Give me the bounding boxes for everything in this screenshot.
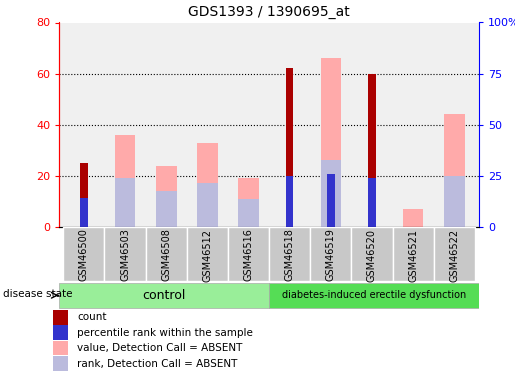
Bar bbox=[286, 176, 294, 227]
Bar bbox=[80, 198, 88, 227]
Bar bbox=[197, 142, 218, 227]
Bar bbox=[238, 199, 259, 227]
Text: GSM46512: GSM46512 bbox=[202, 228, 212, 282]
Bar bbox=[238, 178, 259, 227]
Bar bbox=[53, 340, 68, 356]
Bar bbox=[53, 356, 68, 371]
Text: GSM46520: GSM46520 bbox=[367, 228, 377, 282]
Bar bbox=[187, 227, 228, 281]
Bar bbox=[351, 227, 392, 281]
Text: rank, Detection Call = ABSENT: rank, Detection Call = ABSENT bbox=[77, 358, 237, 369]
Bar bbox=[269, 283, 479, 308]
Bar bbox=[53, 325, 68, 340]
Bar bbox=[197, 183, 218, 227]
Bar bbox=[156, 191, 177, 227]
Bar bbox=[434, 227, 475, 281]
Bar bbox=[63, 227, 105, 281]
Bar bbox=[403, 209, 423, 227]
Bar bbox=[286, 69, 294, 227]
Text: percentile rank within the sample: percentile rank within the sample bbox=[77, 328, 253, 338]
Title: GDS1393 / 1390695_at: GDS1393 / 1390695_at bbox=[188, 5, 350, 19]
Bar bbox=[146, 227, 187, 281]
Text: GSM46500: GSM46500 bbox=[79, 228, 89, 281]
Text: disease state: disease state bbox=[3, 289, 72, 299]
Text: diabetes-induced erectile dysfunction: diabetes-induced erectile dysfunction bbox=[282, 290, 466, 300]
Text: GSM46519: GSM46519 bbox=[326, 228, 336, 281]
Bar bbox=[368, 74, 375, 227]
Bar bbox=[368, 178, 375, 227]
Bar bbox=[327, 174, 335, 227]
Text: GSM46516: GSM46516 bbox=[244, 228, 253, 281]
Text: GSM46518: GSM46518 bbox=[285, 228, 295, 281]
Bar bbox=[105, 227, 146, 281]
Bar bbox=[80, 163, 88, 227]
Bar bbox=[156, 166, 177, 227]
Bar bbox=[310, 227, 351, 281]
Bar bbox=[392, 227, 434, 281]
Text: GSM46521: GSM46521 bbox=[408, 228, 418, 282]
Bar bbox=[53, 310, 68, 324]
Bar bbox=[320, 58, 341, 227]
Bar bbox=[59, 283, 269, 308]
Bar bbox=[269, 227, 310, 281]
Text: control: control bbox=[143, 289, 186, 302]
Text: GSM46508: GSM46508 bbox=[161, 228, 171, 281]
Text: value, Detection Call = ABSENT: value, Detection Call = ABSENT bbox=[77, 343, 242, 353]
Text: count: count bbox=[77, 312, 107, 322]
Bar bbox=[444, 114, 465, 227]
Bar bbox=[228, 227, 269, 281]
Bar bbox=[115, 135, 135, 227]
Bar bbox=[115, 178, 135, 227]
Text: GSM46503: GSM46503 bbox=[120, 228, 130, 281]
Text: GSM46522: GSM46522 bbox=[449, 228, 459, 282]
Bar bbox=[444, 176, 465, 227]
Bar bbox=[320, 160, 341, 227]
